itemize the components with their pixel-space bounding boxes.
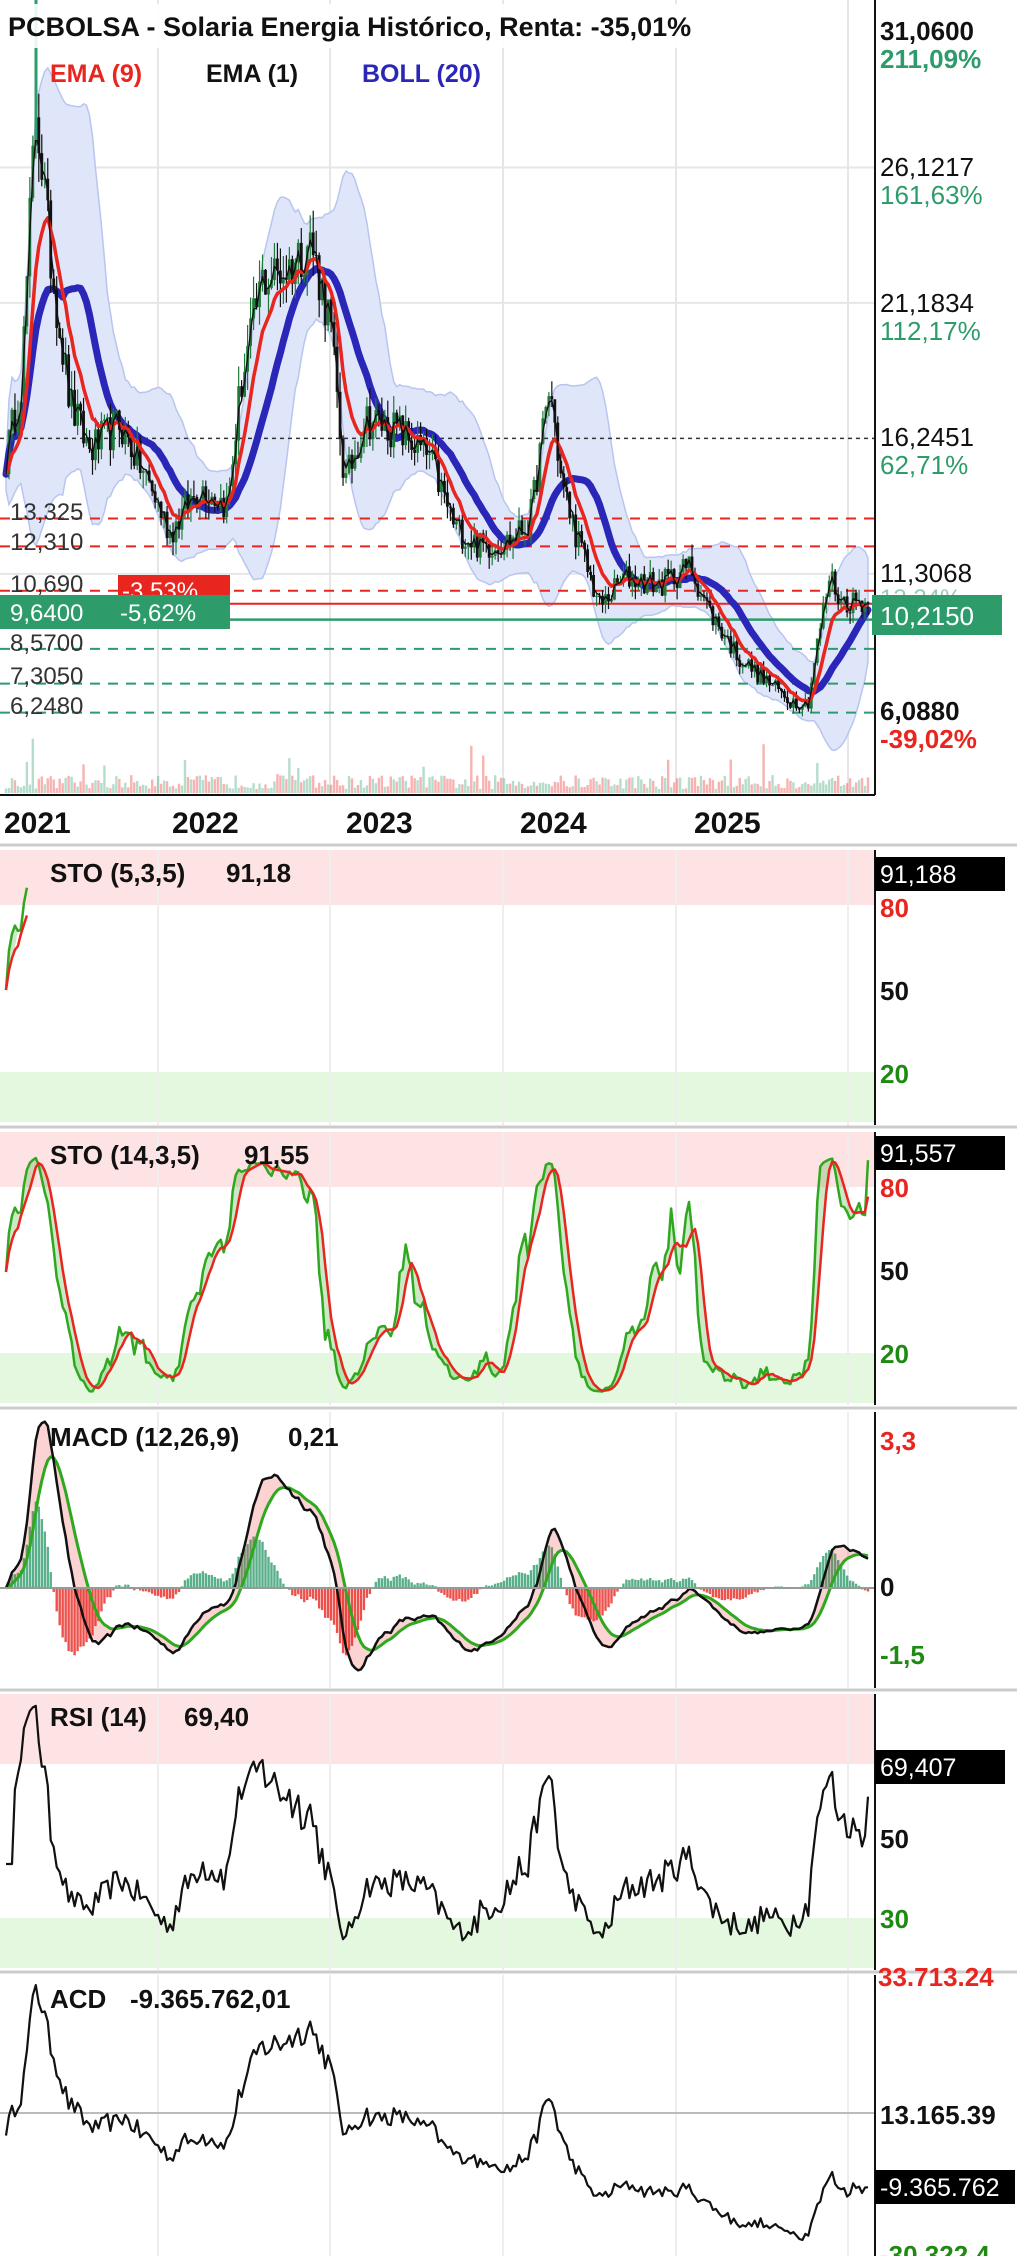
macd-tick-zero: 0 [880, 1572, 894, 1602]
sto-label: STO (5,3,5) [50, 858, 185, 888]
chart-title: PCBOLSA - Solaria Energia Histórico, Ren… [8, 12, 691, 42]
rsi-current: 69,407 [880, 1754, 956, 1782]
year-label: 2021 [4, 807, 71, 840]
legend-ema9: EMA (9) [50, 60, 142, 88]
macd-tick-top: 3,3 [880, 1426, 916, 1456]
sto-value: 91,18 [226, 858, 291, 888]
acd-current: -9.365.762 [880, 2174, 1000, 2202]
rsi-value: 69,40 [184, 1702, 249, 1732]
sto-d-line [4, 915, 29, 991]
axis-price: 11,3068 [880, 558, 972, 588]
macd-panel: MACD (12,26,9) 0,21 3,3 0 -1,5 [0, 1412, 925, 1688]
sto-14-panel: STO (14,3,5) 91,55 91,557 80 50 20 [0, 1132, 1005, 1405]
time-axis-labels: 2021 2022 2023 2024 2025 [4, 807, 761, 840]
support-resistance-levels [0, 437, 875, 714]
year-label: 2024 [520, 807, 587, 840]
macd-line [4, 1420, 869, 1672]
axis-pct: 161,63% [880, 180, 983, 210]
tick-50: 50 [880, 1256, 909, 1286]
acd-value: -9.365.762,01 [130, 1984, 290, 2014]
sto-current: 91,188 [880, 861, 956, 889]
level-label: 6,2480 [10, 693, 83, 720]
acd-tick-top: 33.713.24 [878, 1962, 994, 1992]
level-label: 7,3050 [10, 663, 83, 690]
acd-line [4, 1983, 869, 2242]
tick-80: 80 [880, 893, 909, 923]
sto-label: STO (14,3,5) [50, 1140, 200, 1170]
rsi-current-bg [875, 1750, 1005, 1784]
rsi-label: RSI (14) [50, 1702, 147, 1732]
rsi-tick-30: 30 [880, 1904, 909, 1934]
axis-price: 31,0600 [880, 16, 974, 46]
axis-price: 26,1217 [880, 152, 974, 182]
current-price-tag: 10,2150 [880, 601, 974, 631]
tick-50: 50 [880, 976, 909, 1006]
acd-tick-bottom: -30.322.4 [880, 2240, 990, 2256]
axis-pct: 62,71% [880, 450, 968, 480]
level-label-current: 9,6400 [10, 600, 83, 627]
level-label: 12,310 [10, 529, 83, 556]
axis-price: 16,2451 [880, 422, 974, 452]
sto-k-line [4, 1156, 870, 1393]
year-label: 2022 [172, 807, 239, 840]
sto-current-bg [875, 1136, 1005, 1170]
current-level-tag-bg [0, 595, 230, 629]
level-tag-current: -5,62% [120, 600, 196, 627]
acd-current-bg [875, 2170, 1015, 2204]
current-price-tag-bg [872, 595, 1002, 635]
level-label: 8,5700 [10, 630, 83, 657]
level-label: 10,690 [10, 571, 83, 598]
acd-label: ACD [50, 1984, 106, 2014]
ema-9-line [4, 216, 869, 704]
price-axis-labels: 31,0600 211,09% 26,1217 161,63% 21,1834 … [872, 16, 1002, 754]
year-label: 2025 [694, 807, 761, 840]
axis-pct: 112,17% [880, 316, 981, 346]
macd-label: MACD (12,26,9) [50, 1422, 239, 1452]
tick-20: 20 [880, 1339, 909, 1369]
volume-bars [4, 738, 870, 793]
rsi-tick-50: 50 [880, 1824, 909, 1854]
rsi-line [6, 1704, 870, 1942]
sto-k-line [4, 887, 29, 991]
level-label: 13,325 [10, 499, 83, 526]
ema-1-line [5, 135, 869, 710]
year-label: 2023 [346, 807, 413, 840]
sto-current-bg [875, 857, 1005, 891]
sto-d-line [4, 1160, 870, 1392]
sto-current: 91,557 [880, 1140, 956, 1168]
legend-boll: BOLL (20) [362, 60, 481, 88]
macd-tick-bottom: -1,5 [880, 1640, 925, 1670]
price-panel [0, 0, 876, 796]
rsi-panel: RSI (14) 69,40 69,407 50 30 [0, 1694, 1005, 1970]
acd-panel: ACD -9.365.762,01 33.713.24 13.165.39 -9… [0, 1962, 1015, 2256]
sto-value: 91,55 [244, 1140, 309, 1170]
left-level-labels: 13,325 12,310 -3,53% 10,690 9,6400 -5,62… [0, 499, 230, 720]
axis-price: 6,0880 [880, 696, 960, 726]
legend-ema1: EMA (1) [206, 60, 298, 88]
bollinger-middle-line [2, 265, 872, 695]
tick-20: 20 [880, 1059, 909, 1089]
sto-5-panel: STO (5,3,5) 91,18 91,188 80 50 20 [0, 850, 1005, 1125]
axis-pct: -39,02% [880, 724, 977, 754]
acd-tick-mid: 13.165.39 [880, 2100, 996, 2130]
macd-histogram [7, 1501, 870, 1656]
axis-pct: 211,09% [880, 44, 981, 74]
tick-80: 80 [880, 1173, 909, 1203]
axis-price: 21,1834 [880, 288, 974, 318]
macd-value: 0,21 [288, 1422, 339, 1452]
